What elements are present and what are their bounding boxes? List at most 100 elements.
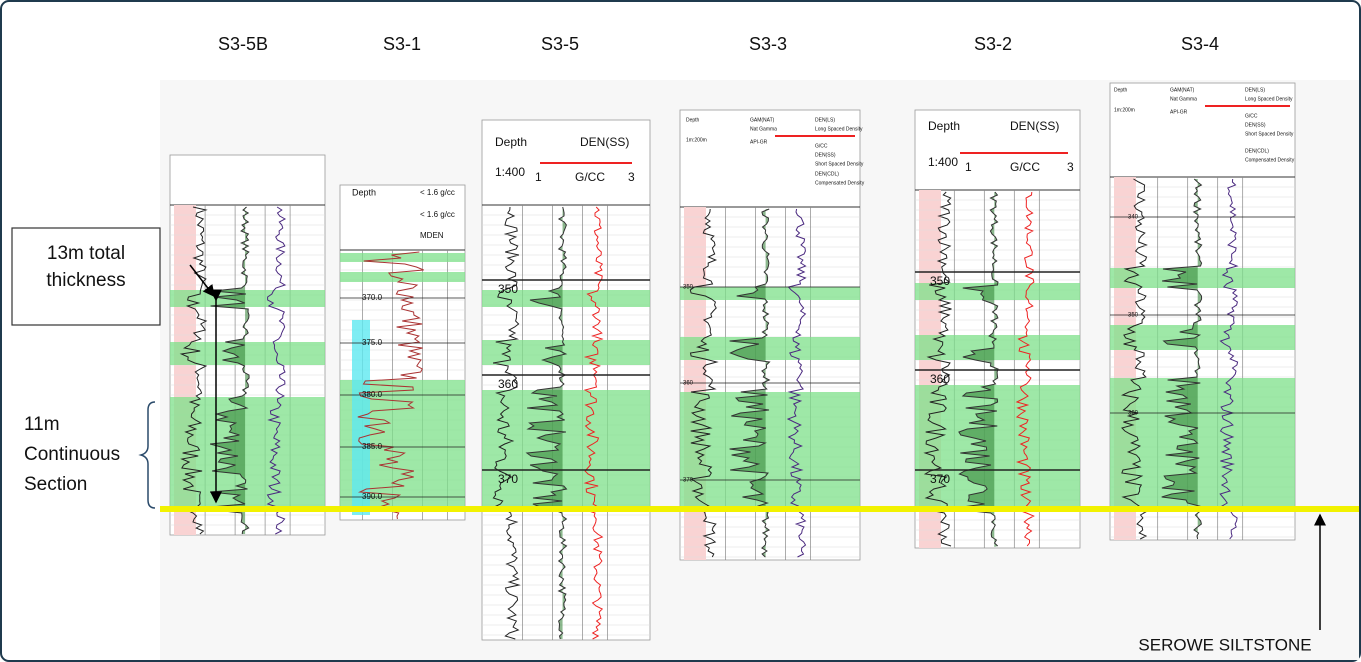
coal-band bbox=[482, 340, 650, 365]
coal-band bbox=[915, 335, 1080, 360]
header-label: Nat Gamma bbox=[1170, 96, 1197, 102]
depth-label: 385.0 bbox=[362, 442, 383, 451]
header-label: 1 bbox=[535, 170, 542, 184]
depth-label: 350 bbox=[498, 282, 518, 296]
coal-band bbox=[1110, 378, 1295, 510]
continuous-label: Section bbox=[24, 474, 87, 495]
continuous-label: 11m bbox=[24, 414, 60, 435]
header-label: DEN(SS) bbox=[580, 135, 629, 149]
header-label: Depth bbox=[1114, 87, 1128, 93]
depth-label: 350 bbox=[930, 274, 950, 288]
depth-label: 350 bbox=[683, 285, 694, 291]
depth-label: 340 bbox=[1128, 215, 1139, 221]
depth-label: 360 bbox=[683, 381, 694, 387]
depth-label: 370 bbox=[930, 472, 950, 486]
curve-fill bbox=[729, 209, 770, 559]
header-label: < 1.6 g/cc bbox=[420, 188, 455, 197]
header-label: Long Spaced Density bbox=[815, 126, 863, 132]
coal-band bbox=[680, 392, 860, 510]
header-label: Depth bbox=[495, 135, 527, 149]
log-curve bbox=[958, 191, 999, 547]
log-curve bbox=[266, 206, 287, 535]
well-name: S3-5 bbox=[541, 34, 579, 54]
depth-label: 375.0 bbox=[362, 338, 383, 347]
depth-label: 360 bbox=[498, 377, 518, 391]
log-curve bbox=[1219, 178, 1239, 540]
header-label: DEN(LS) bbox=[815, 117, 835, 123]
log-curve bbox=[492, 206, 521, 640]
header-label: 3 bbox=[1067, 160, 1074, 174]
curve-fill bbox=[526, 207, 567, 639]
depth-label: 390.0 bbox=[362, 492, 383, 501]
header-label: API-GR bbox=[1170, 109, 1188, 115]
coal-band bbox=[1110, 325, 1295, 350]
header-label: G/CC bbox=[1010, 160, 1040, 174]
depth-label: 370.0 bbox=[362, 293, 383, 302]
coal-band bbox=[482, 290, 650, 307]
header-label: DEN(SS) bbox=[1245, 122, 1266, 128]
section-brace bbox=[138, 401, 156, 509]
header-label: Nat Gamma bbox=[750, 126, 777, 132]
coal-band bbox=[680, 287, 860, 300]
log-curve bbox=[1120, 178, 1148, 540]
log-curve bbox=[923, 191, 952, 547]
log-panel bbox=[481, 119, 651, 641]
header-label: 1m:200m bbox=[686, 137, 707, 143]
log-curve bbox=[179, 206, 208, 535]
coal-band bbox=[680, 337, 860, 360]
header-label: Compensated Density bbox=[815, 180, 865, 186]
header-label: GAM(NAT) bbox=[1170, 87, 1195, 93]
curve-fill bbox=[958, 192, 999, 547]
header-label: DEN(SS) bbox=[1010, 119, 1059, 133]
log-curve bbox=[583, 206, 604, 640]
log-curve bbox=[1161, 178, 1203, 540]
header-label: DEN(CDL) bbox=[815, 171, 839, 177]
coal-band bbox=[340, 272, 465, 282]
header-label: Short Spaced Density bbox=[1245, 131, 1294, 137]
header-label: API-GR bbox=[750, 139, 768, 145]
coal-band bbox=[170, 397, 325, 510]
well-name: S3-5B bbox=[218, 34, 268, 54]
header-label: GAM(NAT) bbox=[750, 117, 775, 123]
depth-label: 370 bbox=[498, 472, 518, 486]
header-label: G/CC bbox=[1245, 113, 1258, 119]
header-label: < 1.6 g/cc bbox=[420, 210, 455, 219]
continuous-label: Continuous bbox=[24, 444, 120, 465]
header-label: Depth bbox=[352, 187, 376, 197]
depth-label: 360 bbox=[930, 372, 950, 386]
coal-band bbox=[170, 342, 325, 365]
log-curve bbox=[525, 206, 568, 640]
well-name: S3-3 bbox=[749, 34, 787, 54]
thickness-label: thickness bbox=[46, 270, 125, 291]
header-label: Compensated Density bbox=[1245, 157, 1295, 163]
formation-label: SEROWE SILTSTONE bbox=[1138, 635, 1311, 654]
curve-fill bbox=[210, 207, 250, 534]
well-name: S3-4 bbox=[1181, 34, 1219, 54]
coal-band bbox=[340, 253, 465, 262]
header-label: DEN(CDL) bbox=[1245, 148, 1269, 154]
log-curve bbox=[209, 206, 250, 535]
depth-label: 350 bbox=[1128, 313, 1139, 319]
header-label: MDEN bbox=[420, 231, 444, 240]
wells: S3-5B S3-1 Depth < 1.6 g/cc < 1.6 g/cc MDEN 37… bbox=[169, 34, 1296, 641]
serowe-marker-line bbox=[160, 506, 1359, 512]
header-label: Short Spaced Density bbox=[815, 161, 864, 167]
header-label: 3 bbox=[628, 170, 635, 184]
log-curve bbox=[1015, 191, 1035, 547]
depth-label: 360 bbox=[1128, 411, 1139, 417]
header-label: G/CC bbox=[575, 170, 605, 184]
coal-band bbox=[1110, 268, 1295, 288]
coal-band bbox=[915, 283, 1080, 300]
header-label: G/CC bbox=[815, 143, 828, 149]
thickness-label: 13m total bbox=[47, 243, 125, 264]
log-curve bbox=[357, 251, 424, 520]
depth-label: 380.0 bbox=[362, 390, 383, 399]
depth-label: 370 bbox=[683, 478, 694, 484]
header-label: 1:400 bbox=[928, 155, 958, 169]
header-label: Depth bbox=[686, 117, 700, 123]
well-name: S3-1 bbox=[383, 34, 421, 54]
coal-band bbox=[915, 385, 1080, 510]
header-label: 1m:200m bbox=[1114, 107, 1135, 113]
